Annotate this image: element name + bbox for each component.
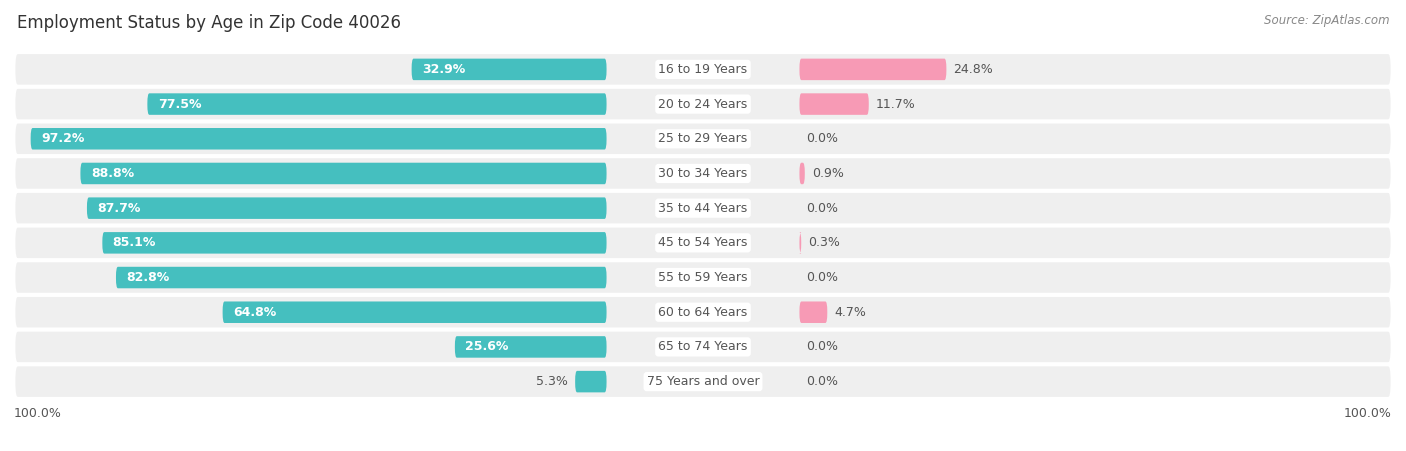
Text: 0.0%: 0.0% bbox=[807, 375, 838, 388]
Text: 35 to 44 Years: 35 to 44 Years bbox=[658, 202, 748, 215]
Text: 60 to 64 Years: 60 to 64 Years bbox=[658, 306, 748, 319]
Text: Source: ZipAtlas.com: Source: ZipAtlas.com bbox=[1264, 14, 1389, 27]
Text: 64.8%: 64.8% bbox=[233, 306, 276, 319]
FancyBboxPatch shape bbox=[87, 198, 606, 219]
Text: 0.0%: 0.0% bbox=[807, 132, 838, 145]
Text: 85.1%: 85.1% bbox=[112, 236, 156, 249]
Text: 0.0%: 0.0% bbox=[807, 271, 838, 284]
FancyBboxPatch shape bbox=[14, 53, 1392, 86]
FancyBboxPatch shape bbox=[800, 301, 827, 323]
FancyBboxPatch shape bbox=[412, 59, 606, 80]
FancyBboxPatch shape bbox=[222, 301, 606, 323]
Text: 11.7%: 11.7% bbox=[876, 97, 915, 110]
FancyBboxPatch shape bbox=[148, 93, 606, 115]
Text: 77.5%: 77.5% bbox=[157, 97, 201, 110]
Text: 88.8%: 88.8% bbox=[91, 167, 134, 180]
Text: 30 to 34 Years: 30 to 34 Years bbox=[658, 167, 748, 180]
FancyBboxPatch shape bbox=[14, 192, 1392, 225]
Text: 25.6%: 25.6% bbox=[465, 341, 509, 354]
Text: 82.8%: 82.8% bbox=[127, 271, 170, 284]
FancyBboxPatch shape bbox=[800, 163, 804, 184]
Text: 25 to 29 Years: 25 to 29 Years bbox=[658, 132, 748, 145]
Text: 87.7%: 87.7% bbox=[97, 202, 141, 215]
FancyBboxPatch shape bbox=[14, 261, 1392, 294]
FancyBboxPatch shape bbox=[456, 336, 606, 358]
FancyBboxPatch shape bbox=[14, 122, 1392, 156]
Text: 97.2%: 97.2% bbox=[41, 132, 84, 145]
Text: 65 to 74 Years: 65 to 74 Years bbox=[658, 341, 748, 354]
Text: Employment Status by Age in Zip Code 40026: Employment Status by Age in Zip Code 400… bbox=[17, 14, 401, 32]
Text: 16 to 19 Years: 16 to 19 Years bbox=[658, 63, 748, 76]
Text: 0.0%: 0.0% bbox=[807, 341, 838, 354]
FancyBboxPatch shape bbox=[575, 371, 606, 392]
FancyBboxPatch shape bbox=[800, 59, 946, 80]
Text: 100.0%: 100.0% bbox=[14, 407, 62, 419]
FancyBboxPatch shape bbox=[14, 226, 1392, 259]
FancyBboxPatch shape bbox=[115, 267, 606, 288]
FancyBboxPatch shape bbox=[14, 295, 1392, 329]
Text: 0.3%: 0.3% bbox=[808, 236, 839, 249]
FancyBboxPatch shape bbox=[800, 93, 869, 115]
Text: 55 to 59 Years: 55 to 59 Years bbox=[658, 271, 748, 284]
FancyBboxPatch shape bbox=[14, 157, 1392, 190]
Text: 100.0%: 100.0% bbox=[1344, 407, 1392, 419]
Text: 45 to 54 Years: 45 to 54 Years bbox=[658, 236, 748, 249]
Text: 20 to 24 Years: 20 to 24 Years bbox=[658, 97, 748, 110]
FancyBboxPatch shape bbox=[103, 232, 606, 253]
FancyBboxPatch shape bbox=[14, 330, 1392, 364]
Text: 24.8%: 24.8% bbox=[953, 63, 993, 76]
Text: 0.0%: 0.0% bbox=[807, 202, 838, 215]
FancyBboxPatch shape bbox=[80, 163, 606, 184]
Text: 4.7%: 4.7% bbox=[834, 306, 866, 319]
Text: 0.9%: 0.9% bbox=[811, 167, 844, 180]
FancyBboxPatch shape bbox=[14, 87, 1392, 121]
Text: 32.9%: 32.9% bbox=[422, 63, 465, 76]
FancyBboxPatch shape bbox=[799, 232, 801, 253]
FancyBboxPatch shape bbox=[31, 128, 606, 150]
FancyBboxPatch shape bbox=[14, 365, 1392, 398]
Text: 75 Years and over: 75 Years and over bbox=[647, 375, 759, 388]
Text: 5.3%: 5.3% bbox=[536, 375, 568, 388]
